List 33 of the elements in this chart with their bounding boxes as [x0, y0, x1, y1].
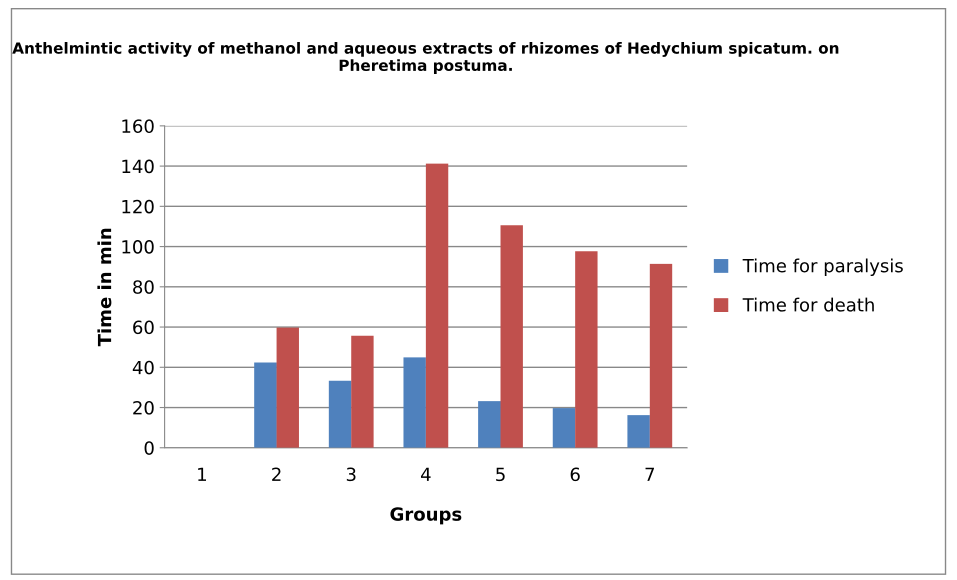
bar: [627, 415, 650, 448]
bar: [276, 328, 299, 448]
chart-title: Anthelmintic activity of methanol and aqueous extracts of rhizomes of Hedychium spicatum. on Pheretima postuma.: [12, 42, 838, 74]
bar: [403, 357, 426, 448]
bar: [426, 164, 448, 448]
legend-label: Time for death: [742, 298, 874, 312]
y-axis-title: Time in min: [97, 228, 112, 346]
bar: [650, 264, 672, 448]
x-tick-label: 4: [421, 468, 431, 481]
y-tick-label: 0: [144, 441, 154, 455]
y-tick-label: 140: [122, 160, 154, 174]
y-tick-label: 20: [133, 400, 154, 415]
bar: [552, 408, 576, 448]
y-tick-label: 120: [122, 200, 154, 214]
x-tick-label: 1: [198, 468, 206, 481]
x-tick-label: 7: [646, 468, 654, 481]
y-tick-label: 100: [122, 240, 154, 254]
x-tick-label: 6: [570, 468, 580, 482]
legend-label: Time for paralysis: [742, 258, 903, 276]
x-axis-title: Groups: [390, 507, 462, 524]
y-tick-label: 60: [133, 320, 154, 334]
x-tick-label: 5: [496, 468, 505, 482]
bar: [478, 401, 501, 448]
bar: [500, 225, 523, 448]
bar: [575, 251, 598, 448]
bar: [328, 380, 352, 448]
bar: [351, 336, 374, 448]
y-tick-label: 80: [133, 280, 154, 294]
y-tick-label: 160: [122, 119, 154, 133]
x-tick-label: 2: [272, 468, 281, 481]
y-tick-label: 40: [132, 360, 154, 374]
bar: [254, 362, 277, 448]
x-tick-label: 3: [346, 468, 356, 482]
